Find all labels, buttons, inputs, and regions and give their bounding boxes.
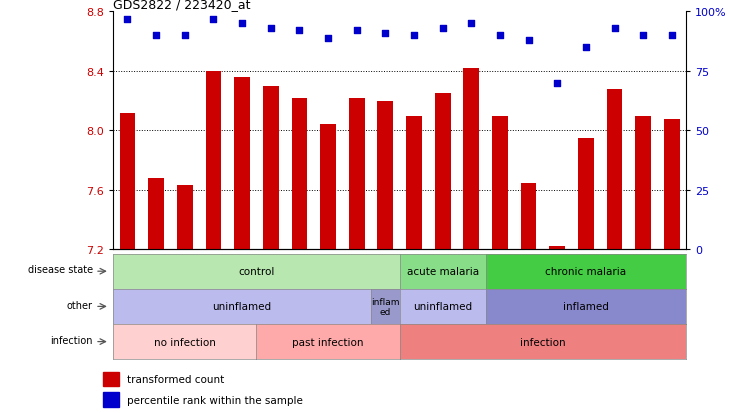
Point bbox=[437, 26, 448, 32]
Bar bbox=[520, 183, 537, 250]
Point bbox=[494, 33, 506, 40]
Text: GDS2822 / 223420_at: GDS2822 / 223420_at bbox=[113, 0, 250, 11]
Text: other: other bbox=[66, 300, 93, 310]
Point bbox=[265, 26, 277, 32]
Point bbox=[666, 33, 677, 40]
Point bbox=[408, 33, 420, 40]
Text: percentile rank within the sample: percentile rank within the sample bbox=[127, 395, 302, 405]
Point bbox=[551, 80, 563, 87]
Bar bbox=[464, 69, 479, 250]
Point bbox=[523, 38, 534, 44]
Bar bbox=[148, 178, 164, 250]
Bar bbox=[578, 138, 593, 250]
Bar bbox=[234, 78, 250, 250]
Text: infection: infection bbox=[520, 337, 566, 347]
Bar bbox=[607, 90, 623, 250]
Point bbox=[322, 35, 334, 42]
Text: disease state: disease state bbox=[28, 265, 93, 275]
Point bbox=[351, 28, 363, 35]
Bar bbox=[635, 116, 651, 250]
Bar bbox=[550, 247, 565, 250]
Bar bbox=[664, 119, 680, 250]
Bar bbox=[102, 392, 119, 407]
Bar bbox=[435, 94, 450, 250]
Point bbox=[207, 16, 219, 23]
Text: transformed count: transformed count bbox=[127, 374, 224, 384]
Bar bbox=[377, 102, 393, 250]
Bar bbox=[102, 372, 119, 386]
Point bbox=[293, 28, 305, 35]
Bar bbox=[263, 87, 279, 250]
Point bbox=[466, 21, 477, 28]
Bar bbox=[406, 116, 422, 250]
Text: past infection: past infection bbox=[292, 337, 364, 347]
Point bbox=[637, 33, 649, 40]
Point bbox=[150, 33, 162, 40]
Bar bbox=[206, 72, 221, 250]
Bar bbox=[177, 186, 193, 250]
Point bbox=[580, 45, 592, 51]
Bar bbox=[349, 98, 364, 250]
Text: infection: infection bbox=[50, 335, 93, 345]
Text: uninflamed: uninflamed bbox=[413, 301, 472, 312]
Point bbox=[122, 16, 134, 23]
Bar bbox=[120, 113, 135, 250]
Text: inflamed: inflamed bbox=[563, 301, 609, 312]
Bar bbox=[291, 98, 307, 250]
Point bbox=[609, 26, 620, 32]
Text: control: control bbox=[238, 266, 274, 277]
Text: uninflamed: uninflamed bbox=[212, 301, 272, 312]
Point bbox=[237, 21, 248, 28]
Bar bbox=[320, 125, 336, 250]
Text: inflam
ed: inflam ed bbox=[371, 297, 399, 316]
Text: chronic malaria: chronic malaria bbox=[545, 266, 626, 277]
Text: no infection: no infection bbox=[154, 337, 216, 347]
Text: acute malaria: acute malaria bbox=[407, 266, 479, 277]
Point bbox=[380, 31, 391, 37]
Bar bbox=[492, 116, 508, 250]
Point bbox=[179, 33, 191, 40]
